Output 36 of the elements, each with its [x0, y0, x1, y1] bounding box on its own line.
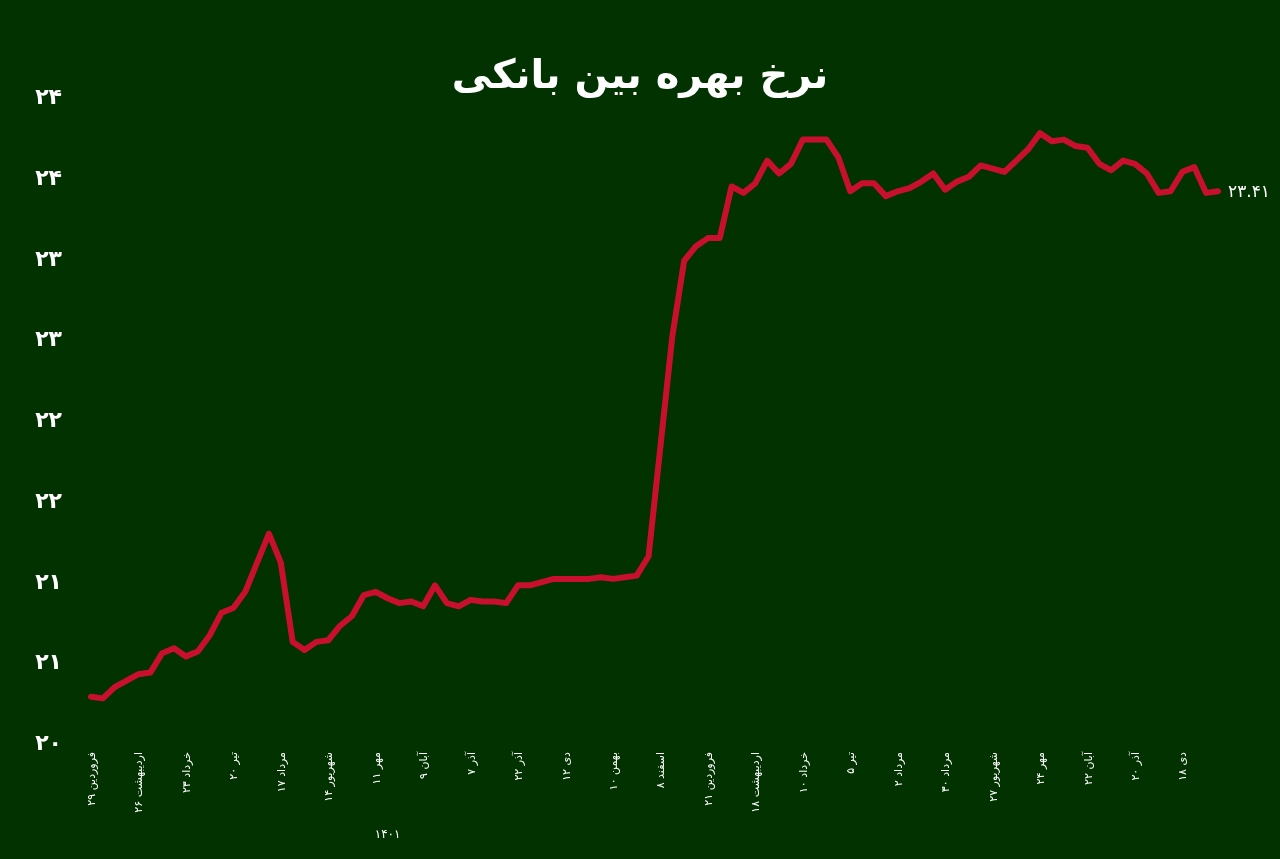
x-tick-label: ۳۰ مرداد [939, 751, 953, 793]
x-tick-label: ۲۴ مهر [1034, 751, 1048, 785]
x-tick-label: ۲ مرداد [891, 751, 905, 787]
x-tick-label: ۲۰ آذر [1127, 751, 1142, 781]
x-tick-label: ۱۷ مرداد [274, 751, 288, 793]
x-tick-label: ۲۰ تیر [227, 752, 241, 780]
x-tick-label: ۲۹ فروردین [85, 752, 98, 806]
x-tick-label: ۲۱ فروردین [701, 752, 715, 806]
y-tick-label: ۲۱ [35, 649, 62, 675]
x-tick-label: ۱۸ دی [1176, 751, 1190, 781]
y-tick-label: ۲۴ [35, 84, 62, 109]
y-tick-label: ۲۱ [35, 568, 62, 594]
annotation: ۱۴۰۱ [374, 827, 401, 841]
y-tick-label: ۲۴ [35, 164, 62, 190]
x-tick-label: ۸ اسفند [654, 752, 668, 789]
x-tick-label: ۹ آبان [416, 751, 431, 779]
x-tick-label: ۱۴ شهریور [322, 752, 336, 802]
x-tick-label: ۱۲ دی [559, 751, 573, 781]
y-tick-label: ۲۳ [35, 245, 63, 271]
x-tick-label: ۱۰ خرداد [796, 752, 810, 794]
x-tick-label: ۲۳ خرداد [179, 752, 193, 794]
annotation: ۲۳.۴۱ [1228, 181, 1270, 202]
x-tick-label: ۲۶ اردیبهشت [132, 752, 146, 813]
title: نرخ بهره بین بانکی [451, 51, 829, 97]
x-tick-label: ۵ تیر [844, 752, 858, 774]
x-tick-label: ۲۲ آبان [1080, 751, 1095, 785]
y-tick-label: ۲۲ [35, 407, 63, 432]
y-tick-label: ۲۲ [35, 487, 63, 513]
x-tick-label: ۲۷ شهریور [986, 752, 1000, 802]
x-tick-label: ۲۲ آذر [511, 751, 526, 781]
x-tick-label: ۱۸ اردیبهشت [749, 752, 763, 813]
y-tick-label: ۲۳ [35, 326, 63, 352]
x-tick-label: ۷ آذر [463, 751, 478, 775]
x-tick-label: ۱۱ مهر [369, 751, 383, 785]
x-tick-label: ۱۰ بهمن [606, 752, 620, 791]
y-tick-label: ۲۰ [35, 730, 62, 755]
